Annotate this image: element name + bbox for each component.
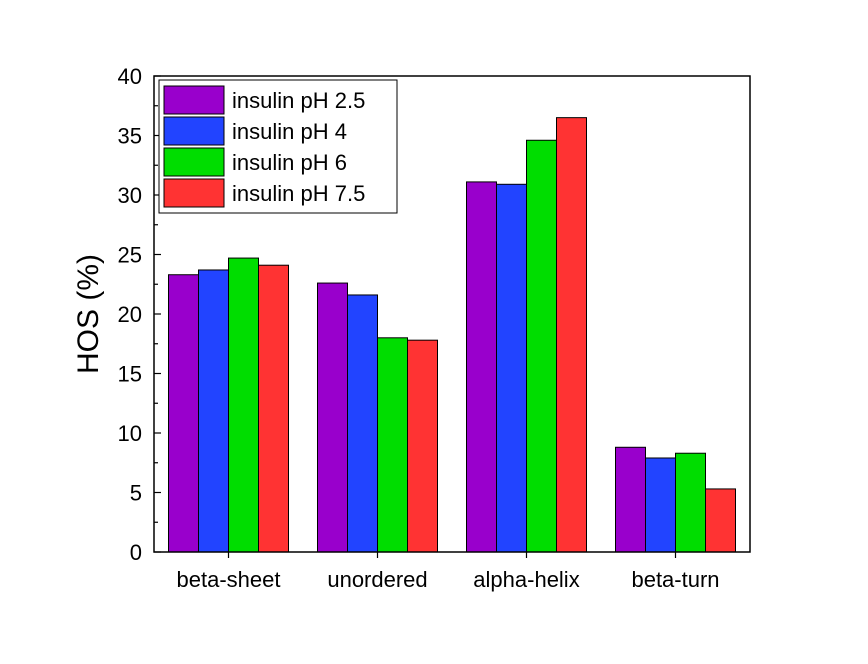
x-category-label: beta-sheet <box>177 567 281 592</box>
legend-swatch <box>163 147 225 177</box>
y-tick-label: 0 <box>130 540 142 565</box>
bar-unordered-3 <box>377 337 408 553</box>
bar-unordered-2 <box>347 294 378 553</box>
y-tick-label: 10 <box>118 421 142 446</box>
y-tick-label: 40 <box>118 64 142 89</box>
bar-beta-turn-3 <box>675 452 706 553</box>
legend-swatch <box>163 85 225 115</box>
bar-beta-turn-4 <box>705 488 736 553</box>
bar-unordered-4 <box>407 339 438 553</box>
legend: insulin pH 2.5 insulin pH 4 insulin pH 6 in… <box>158 79 398 214</box>
legend-label: insulin pH 6 <box>232 150 347 175</box>
y-tick-label: 20 <box>118 302 142 327</box>
x-category-label: alpha-helix <box>473 567 579 592</box>
bars-layer <box>168 117 736 553</box>
bar-alpha-helix-3 <box>526 139 557 553</box>
y-tick-label: 35 <box>118 124 142 149</box>
legend-label: insulin pH 7.5 <box>232 181 365 206</box>
bar-alpha-helix-4 <box>556 117 587 553</box>
bar-unordered-1 <box>317 282 348 553</box>
y-axis-title: HOS (%) <box>72 254 105 374</box>
legend-swatch <box>163 178 225 208</box>
x-axis-ticks: beta-sheet unordered alpha-helix beta-turn <box>177 552 720 592</box>
y-tick-label: 15 <box>118 362 142 387</box>
x-category-label: beta-turn <box>631 567 719 592</box>
bar-beta-sheet-3 <box>228 257 259 553</box>
bar-beta-turn-2 <box>645 457 676 553</box>
y-tick-label: 25 <box>118 243 142 268</box>
y-axis-ticks: 0 5 10 15 20 25 30 35 40 <box>118 64 161 565</box>
bar-beta-turn-1 <box>615 446 646 553</box>
bar-beta-sheet-2 <box>198 269 229 553</box>
legend-label: insulin pH 4 <box>232 119 347 144</box>
bar-beta-sheet-4 <box>258 264 289 553</box>
bar-beta-sheet-1 <box>168 274 199 553</box>
legend-label: insulin pH 2.5 <box>232 88 365 113</box>
x-category-label: unordered <box>327 567 427 592</box>
bar-alpha-helix-1 <box>466 181 497 553</box>
y-tick-label: 5 <box>130 481 142 506</box>
bar-alpha-helix-2 <box>496 183 527 553</box>
legend-swatch <box>163 116 225 146</box>
y-tick-label: 30 <box>118 183 142 208</box>
